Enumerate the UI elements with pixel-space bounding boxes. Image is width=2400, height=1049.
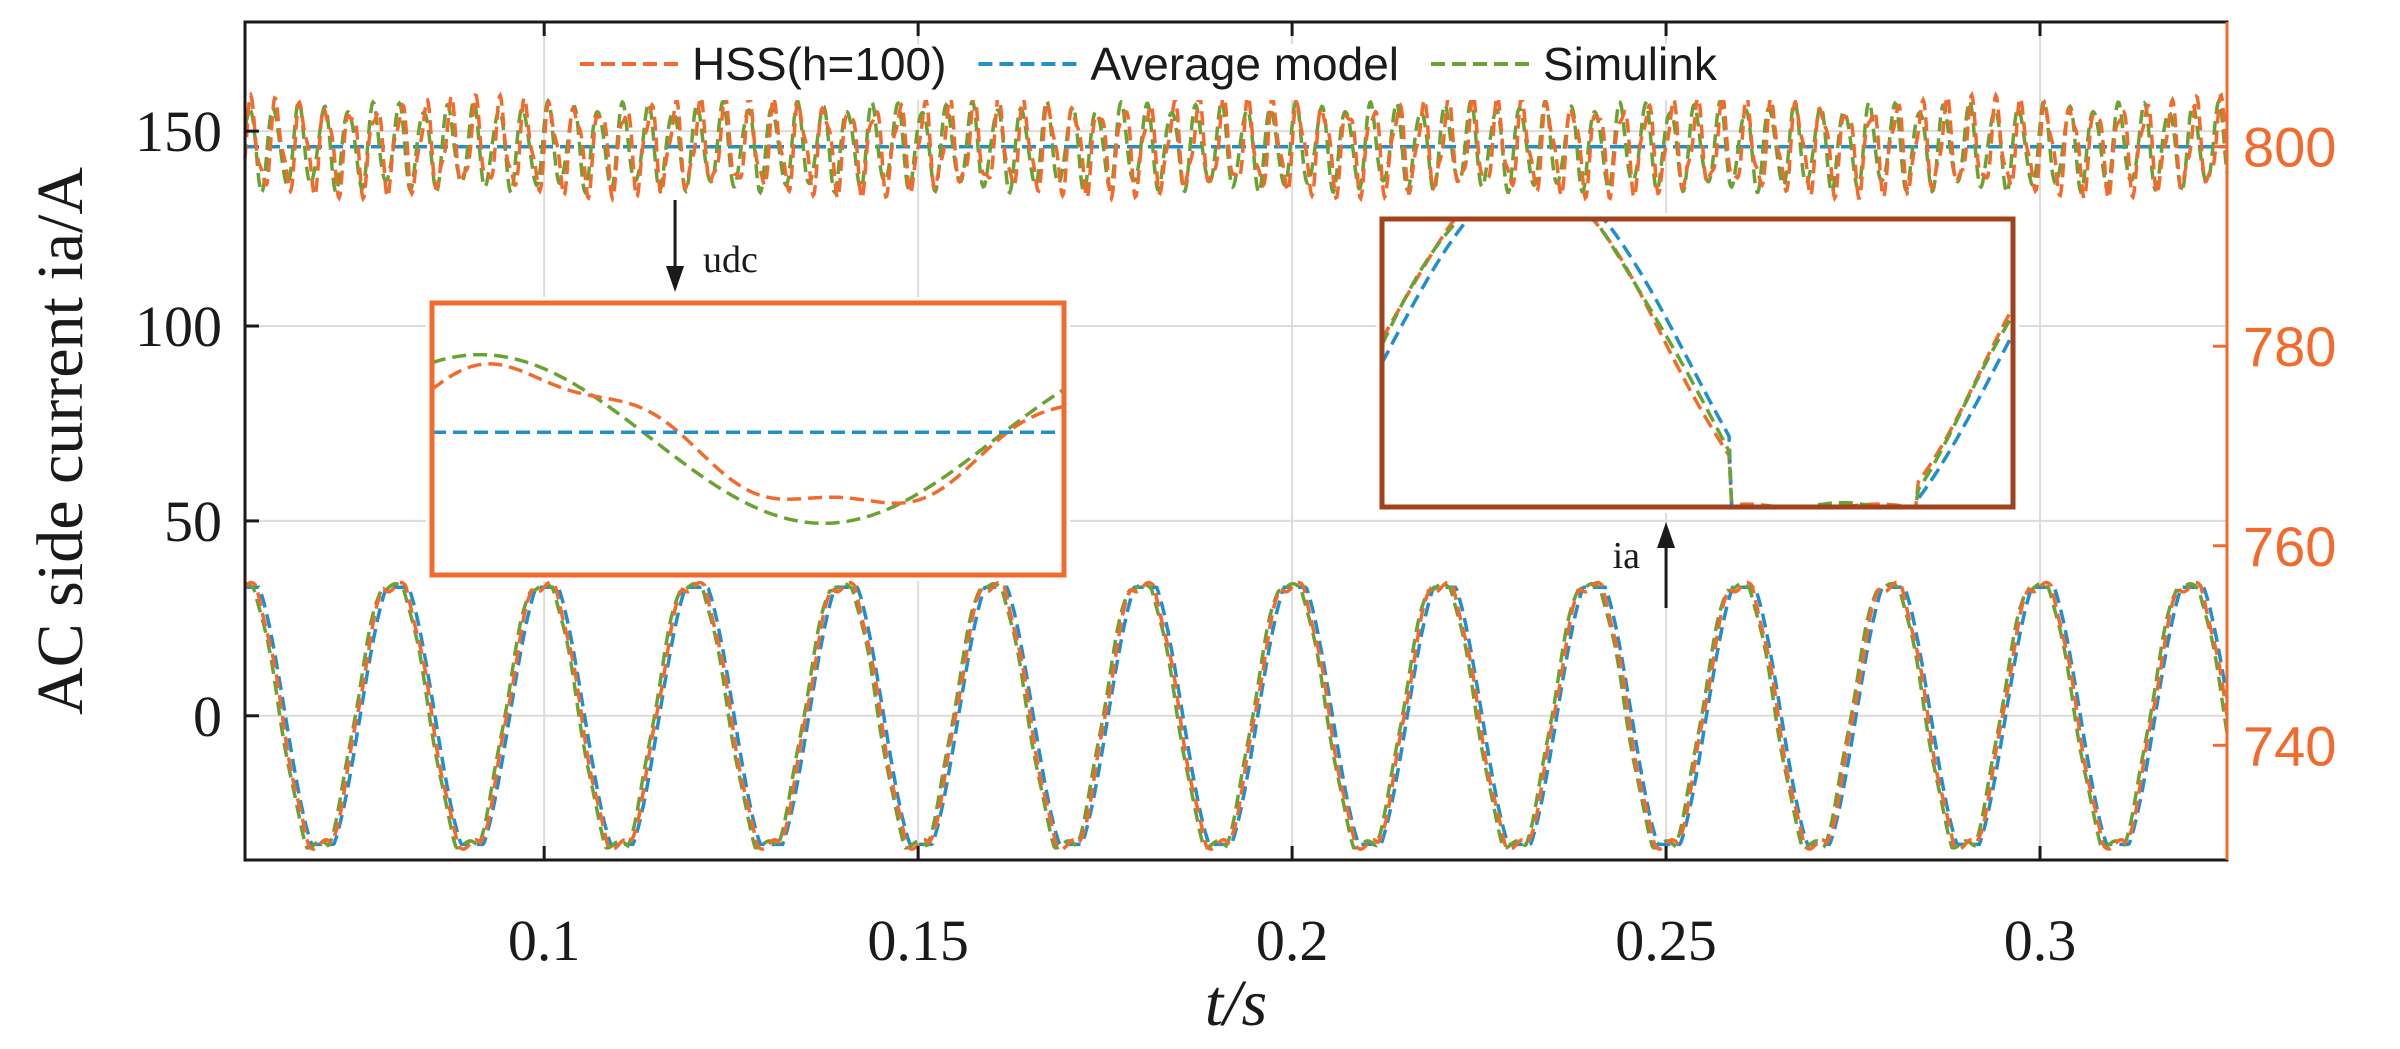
x-tick-label: 0.2 bbox=[1256, 908, 1329, 973]
legend-label: Simulink bbox=[1543, 38, 1718, 90]
y-tick-label: 0 bbox=[193, 684, 222, 749]
legend-background bbox=[568, 44, 1886, 100]
annotations: udc ia bbox=[666, 200, 1676, 608]
ticks: 0.1 0.15 0.2 0.25 0.3 0 50 100 150 740 760 780 800 bbox=[135, 22, 2336, 973]
ia-zoom-border bbox=[1379, 216, 2016, 510]
x-tick-label: 0.3 bbox=[2004, 908, 2077, 973]
inset-udc-hss bbox=[430, 362, 1065, 505]
x-tick-label: 0.25 bbox=[1615, 908, 1717, 973]
x-tick-label: 0.1 bbox=[508, 908, 581, 973]
series-udc-HSS(h=100) bbox=[243, 90, 2229, 204]
udc-arrow-head bbox=[666, 266, 685, 292]
udc-zoom-border bbox=[429, 300, 1067, 578]
y-tick-label: 50 bbox=[164, 489, 222, 554]
y-right-tick-label: 800 bbox=[2243, 116, 2336, 179]
ia-zoom-backdrop bbox=[1376, 213, 2019, 513]
udc-zoom-backdrop bbox=[426, 297, 1070, 581]
legend-label: HSS(h=100) bbox=[692, 38, 946, 90]
series-ia-HSS(h=100) bbox=[243, 580, 2229, 851]
y-right-tick-label: 760 bbox=[2243, 515, 2336, 578]
y-right-tick-label: 740 bbox=[2243, 714, 2336, 777]
legend: HSS(h=100) Average model Simulink bbox=[568, 38, 1886, 100]
y-axis-label: AC side current ia/A bbox=[24, 167, 97, 715]
legend-label: Average model bbox=[1090, 38, 1399, 90]
legend-entry: Simulink bbox=[1431, 38, 1718, 90]
series-layer bbox=[243, 90, 2229, 851]
legend-entry: HSS(h=100) bbox=[580, 38, 946, 90]
x-axis-label: t/s bbox=[1205, 967, 1267, 1040]
insets bbox=[426, 213, 2019, 581]
inset-udc-simulink bbox=[431, 352, 1065, 526]
legend-entry: Average model bbox=[978, 38, 1399, 90]
x-tick-label: 0.15 bbox=[867, 908, 969, 973]
udc-zoom-curves bbox=[430, 352, 1065, 526]
udc-annotation-label: udc bbox=[703, 239, 758, 281]
ia-annotation-label: ia bbox=[1613, 535, 1641, 577]
series-ia-Simulink bbox=[245, 581, 2229, 850]
y-tick-label: 150 bbox=[135, 99, 222, 164]
y-right-tick-label: 780 bbox=[2243, 315, 2336, 378]
y-tick-label: 100 bbox=[135, 294, 222, 359]
ia-arrow-head bbox=[1657, 522, 1676, 548]
